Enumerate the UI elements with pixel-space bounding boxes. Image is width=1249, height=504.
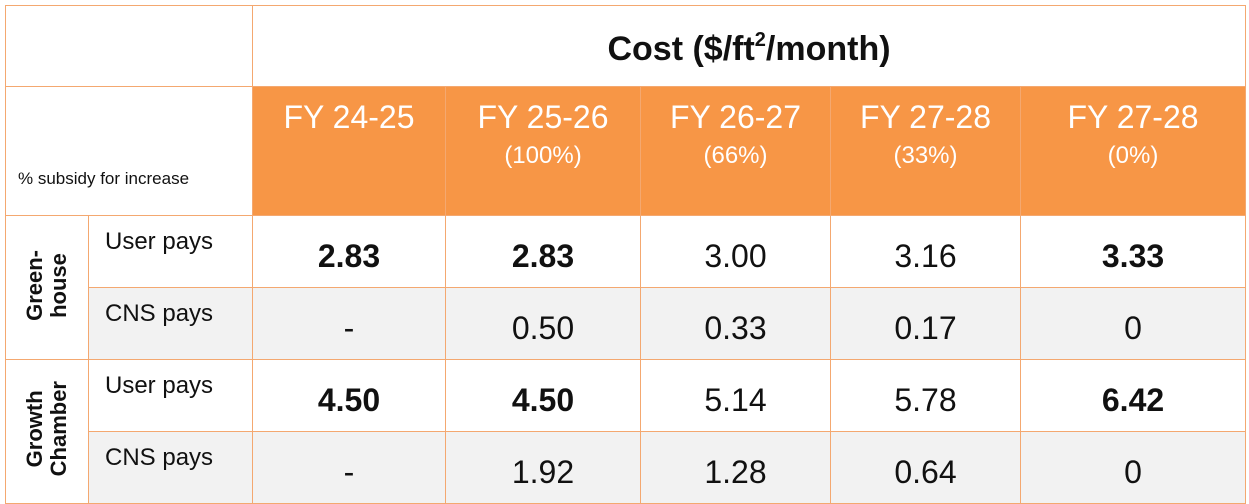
cell: 2.83 (252, 215, 446, 288)
title-part: /month) (765, 30, 891, 68)
data-row: Green-house User pays 2.83 2.83 3.00 3.16 3.33 (5, 215, 1247, 360)
group-label: Green-house (5, 215, 89, 360)
cell: 1.28 (640, 431, 831, 504)
period: FY 26-27 (669, 99, 802, 135)
cell: 0.17 (830, 287, 1021, 360)
row-label: User pays (88, 359, 253, 432)
table: Cost ($/ft2/month)% subsidy for increase… (5, 5, 1247, 504)
group-line: Growth (22, 390, 47, 468)
cell: 0.33 (640, 287, 831, 360)
cell: 5.14 (640, 359, 831, 432)
period: FY 27-28 (859, 99, 992, 135)
header-label: % subsidy for increase (5, 86, 253, 216)
column-header: FY 26-27 (66%) (640, 86, 831, 216)
period: FY 24-25 (283, 99, 415, 135)
cell: 6.42 (1019, 359, 1247, 432)
cell: 3.16 (830, 215, 1021, 288)
data-row: CNS pays -0.50 0.33 0.17 0 (6, 287, 1247, 360)
title-row: Cost ($/ft2/month) (5, 5, 1247, 87)
table-title: Cost ($/ft2/month) (251, 5, 1247, 87)
group-line: Chamber (46, 381, 71, 477)
period: FY 25-26 (477, 99, 609, 135)
group-text: Green-house (22, 249, 71, 321)
cell: 0 (1019, 431, 1247, 504)
column-header: FY 27-28 (33%) (830, 86, 1021, 216)
subsidy: (0%) (1107, 142, 1159, 169)
cell: 4.50 (252, 359, 446, 432)
header-row: % subsidy for increase FY 24-25 FY 25-26 (1… (5, 86, 1247, 216)
data-row: Growth Chamber User pays 4.50 4.50 5.14 5.78 6.… (5, 359, 1247, 504)
cell: 0 (1019, 287, 1247, 360)
column-header: FY 25-26 (100%) (445, 86, 641, 216)
corner-cell (5, 5, 253, 87)
cell: - (252, 431, 446, 504)
subsidy: (66%) (703, 142, 768, 169)
cell: 3.33 (1019, 215, 1247, 288)
cell: 0.50 (445, 287, 641, 360)
subsidy: (100%) (504, 142, 582, 169)
cell: 2.83 (445, 215, 641, 288)
subsidy: (33%) (893, 142, 958, 169)
cell: 4.50 (445, 359, 641, 432)
group-text: Growth Chamber (22, 381, 71, 477)
group-line: Green- (22, 249, 47, 321)
cell: 1.92 (445, 431, 641, 504)
column-header: FY 27-28 (0%) (1019, 86, 1247, 216)
cost-table: Cost ($/ft2/month)% subsidy for increase… (5, 5, 1247, 504)
row-label: CNS pays (88, 287, 253, 360)
cell: - (252, 287, 446, 360)
title-part: Cost ($/ft (607, 30, 755, 68)
title-part: 2 (754, 29, 766, 51)
cell: 5.78 (830, 359, 1021, 432)
period: FY 27-28 (1067, 99, 1199, 135)
group-line: house (46, 252, 71, 318)
row-label: User pays (88, 215, 253, 288)
cell: 3.00 (640, 215, 831, 288)
cell: 0.64 (830, 431, 1021, 504)
row-label: CNS pays (88, 431, 253, 504)
data-row: CNS pays -1.92 1.28 0.64 0 (6, 431, 1247, 504)
column-header: FY 24-25 (252, 86, 446, 216)
group-label: Growth Chamber (5, 359, 89, 504)
